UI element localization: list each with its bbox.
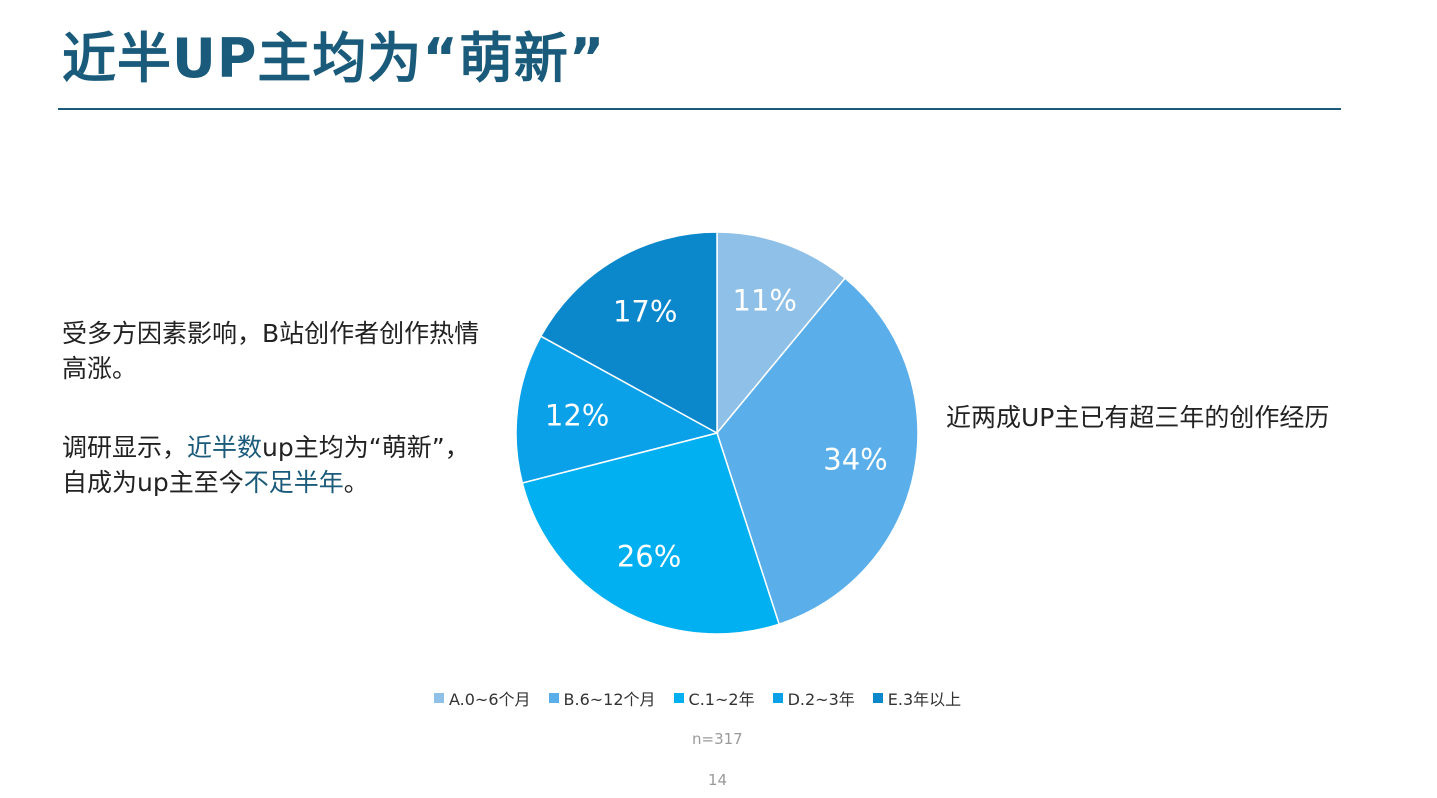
pie-data-label: 17%: [613, 295, 677, 329]
page-number: 14: [708, 771, 728, 789]
finding-text-1: 调研显示，: [62, 433, 188, 462]
pie-data-label: 11%: [733, 283, 797, 317]
legend-label: E.3年以上: [887, 690, 962, 709]
legend-label: A.0~6个月: [449, 690, 531, 709]
pie-data-label: 12%: [545, 398, 609, 432]
legend-label: B.6~12个月: [563, 690, 656, 709]
sample-size-note: n=317: [692, 730, 743, 748]
pie-slice: [515, 335, 720, 484]
legend-swatch: [772, 693, 783, 703]
legend-item: A.0~6个月: [434, 686, 531, 710]
legend-item: D.2~3年: [772, 686, 855, 710]
finding-text-2: up主均为“萌新”，自成为up主至今: [62, 433, 470, 497]
right-callout: 近两成UP主已有超三年的创作经历: [946, 403, 1330, 432]
pie-data-label: 34%: [823, 442, 887, 476]
legend-item: B.6~12个月: [548, 686, 656, 710]
finding-highlight-1: 近半数: [187, 433, 263, 462]
page-title: 近半UP主均为“萌新”: [62, 27, 606, 90]
legend-swatch: [872, 693, 883, 703]
legend-swatch: [673, 693, 684, 703]
legend-swatch: [548, 693, 559, 703]
finding-text-3: 。: [343, 468, 369, 497]
legend-item: C.1~2年: [673, 686, 755, 710]
pie-slice: [716, 277, 919, 626]
intro-paragraph: 受多方因素影响，B站创作者创作热情高涨。: [62, 319, 480, 383]
title-divider: [58, 108, 1341, 110]
finding-highlight-2: 不足半年: [243, 468, 344, 497]
pie-slice: [539, 231, 718, 435]
legend-swatch: [434, 693, 444, 703]
chart-legend: A.0~6个月 B.6~12个月 C.1~2年 D.2~3年 E.3年以上: [434, 686, 961, 710]
legend-label: C.1~2年: [688, 690, 755, 709]
pie-slice: [716, 231, 847, 436]
pie-slice: [521, 432, 781, 635]
legend-label: D.2~3年: [787, 690, 855, 709]
finding-paragraph: 调研显示，近半数up主均为“萌新”，自成为up主至今不足半年。: [62, 430, 482, 500]
legend-item: E.3年以上: [872, 686, 962, 710]
pie-data-label: 26%: [617, 540, 681, 574]
